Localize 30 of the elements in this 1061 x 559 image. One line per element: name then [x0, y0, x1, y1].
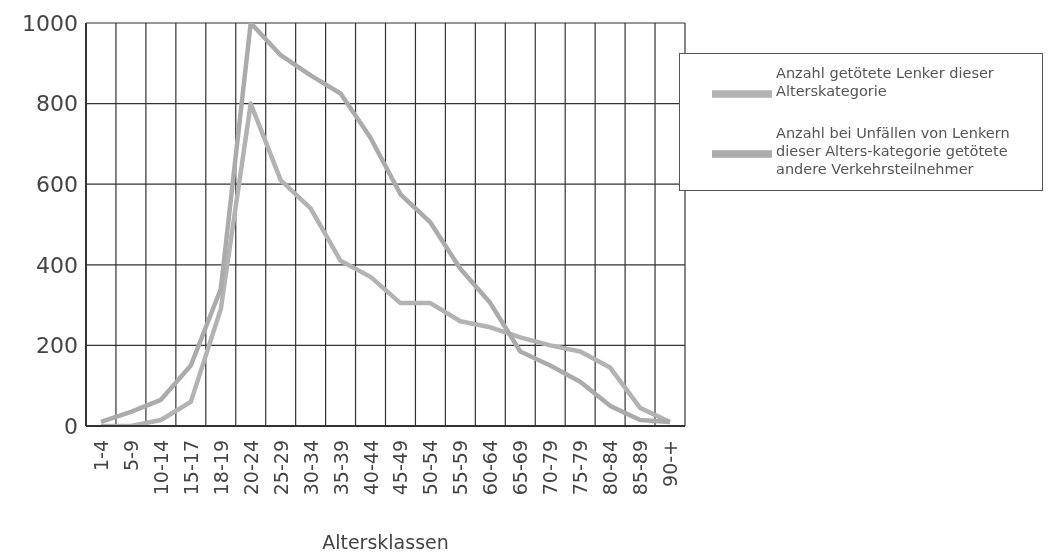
y-tick-label: 1000 [22, 10, 78, 36]
x-tick-label: 10-14 [149, 440, 172, 496]
x-tick-label: 30-34 [299, 440, 322, 496]
x-axis-title: Altersklassen [322, 531, 449, 553]
x-tick-label: 90-+ [659, 440, 682, 487]
x-tick-label: 40-44 [359, 440, 382, 496]
x-tick-label: 15-17 [179, 440, 202, 496]
y-tick-label: 200 [36, 333, 78, 359]
x-tick-label: 50-54 [419, 440, 442, 496]
legend-label: Anzahl bei Unfällen von Lenkern dieser Alters-kategorie getötete andere Verkehrsteilnehmer [776, 124, 1011, 178]
x-tick-label: 70-79 [539, 440, 562, 496]
text: Anzahl getötete Lenker dieser Alterskategorie [776, 64, 995, 100]
x-tick-label: 1-4 [89, 440, 112, 472]
x-tick-label: 85-89 [629, 440, 652, 496]
y-tick-label: 0 [64, 413, 78, 439]
y-tick-label: 800 [36, 91, 78, 117]
line-series [98, 23, 673, 425]
y-tick-label: 400 [36, 252, 78, 278]
x-tick-label: 60-64 [479, 440, 502, 496]
x-tick-label: 80-84 [599, 440, 622, 496]
x-tick-label: 35-39 [329, 440, 352, 496]
x-tick-label: 75-79 [569, 440, 592, 496]
x-tick-label: 20-24 [239, 440, 262, 496]
x-tick-label: 55-59 [449, 440, 472, 496]
x-tick-label: 18-19 [209, 440, 232, 496]
x-tick-label: 25-29 [269, 440, 292, 496]
x-tick-label: 65-69 [509, 440, 532, 496]
x-tick-label: 45-49 [389, 440, 412, 496]
y-tick-label: 600 [36, 172, 78, 198]
x-tick-label: 5-9 [119, 440, 142, 472]
